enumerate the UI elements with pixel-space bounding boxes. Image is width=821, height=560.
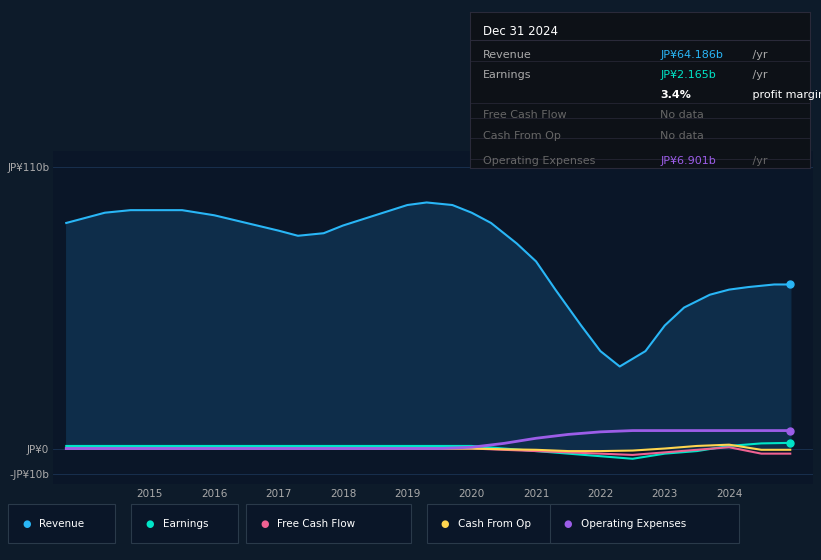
Text: profit margin: profit margin — [749, 90, 821, 100]
Text: Cash From Op: Cash From Op — [458, 519, 531, 529]
Text: JP¥6.901b: JP¥6.901b — [660, 156, 716, 166]
Text: Cash From Op: Cash From Op — [484, 130, 561, 141]
Text: Revenue: Revenue — [484, 50, 532, 60]
Text: ●: ● — [564, 519, 572, 529]
Text: ●: ● — [260, 519, 268, 529]
Text: ●: ● — [22, 519, 30, 529]
Text: Earnings: Earnings — [484, 70, 532, 80]
Text: 3.4%: 3.4% — [660, 90, 691, 100]
Text: Operating Expenses: Operating Expenses — [581, 519, 686, 529]
Text: Free Cash Flow: Free Cash Flow — [277, 519, 355, 529]
Text: Operating Expenses: Operating Expenses — [484, 156, 595, 166]
Text: Dec 31 2024: Dec 31 2024 — [484, 25, 558, 38]
Text: /yr: /yr — [749, 156, 768, 166]
Text: Earnings: Earnings — [163, 519, 208, 529]
Text: No data: No data — [660, 130, 704, 141]
Text: Revenue: Revenue — [39, 519, 85, 529]
Text: JP¥2.165b: JP¥2.165b — [660, 70, 716, 80]
Text: Free Cash Flow: Free Cash Flow — [484, 110, 566, 120]
Text: /yr: /yr — [749, 50, 768, 60]
Text: ●: ● — [145, 519, 154, 529]
Text: ●: ● — [441, 519, 449, 529]
Text: /yr: /yr — [749, 70, 768, 80]
Text: JP¥64.186b: JP¥64.186b — [660, 50, 723, 60]
Text: No data: No data — [660, 110, 704, 120]
